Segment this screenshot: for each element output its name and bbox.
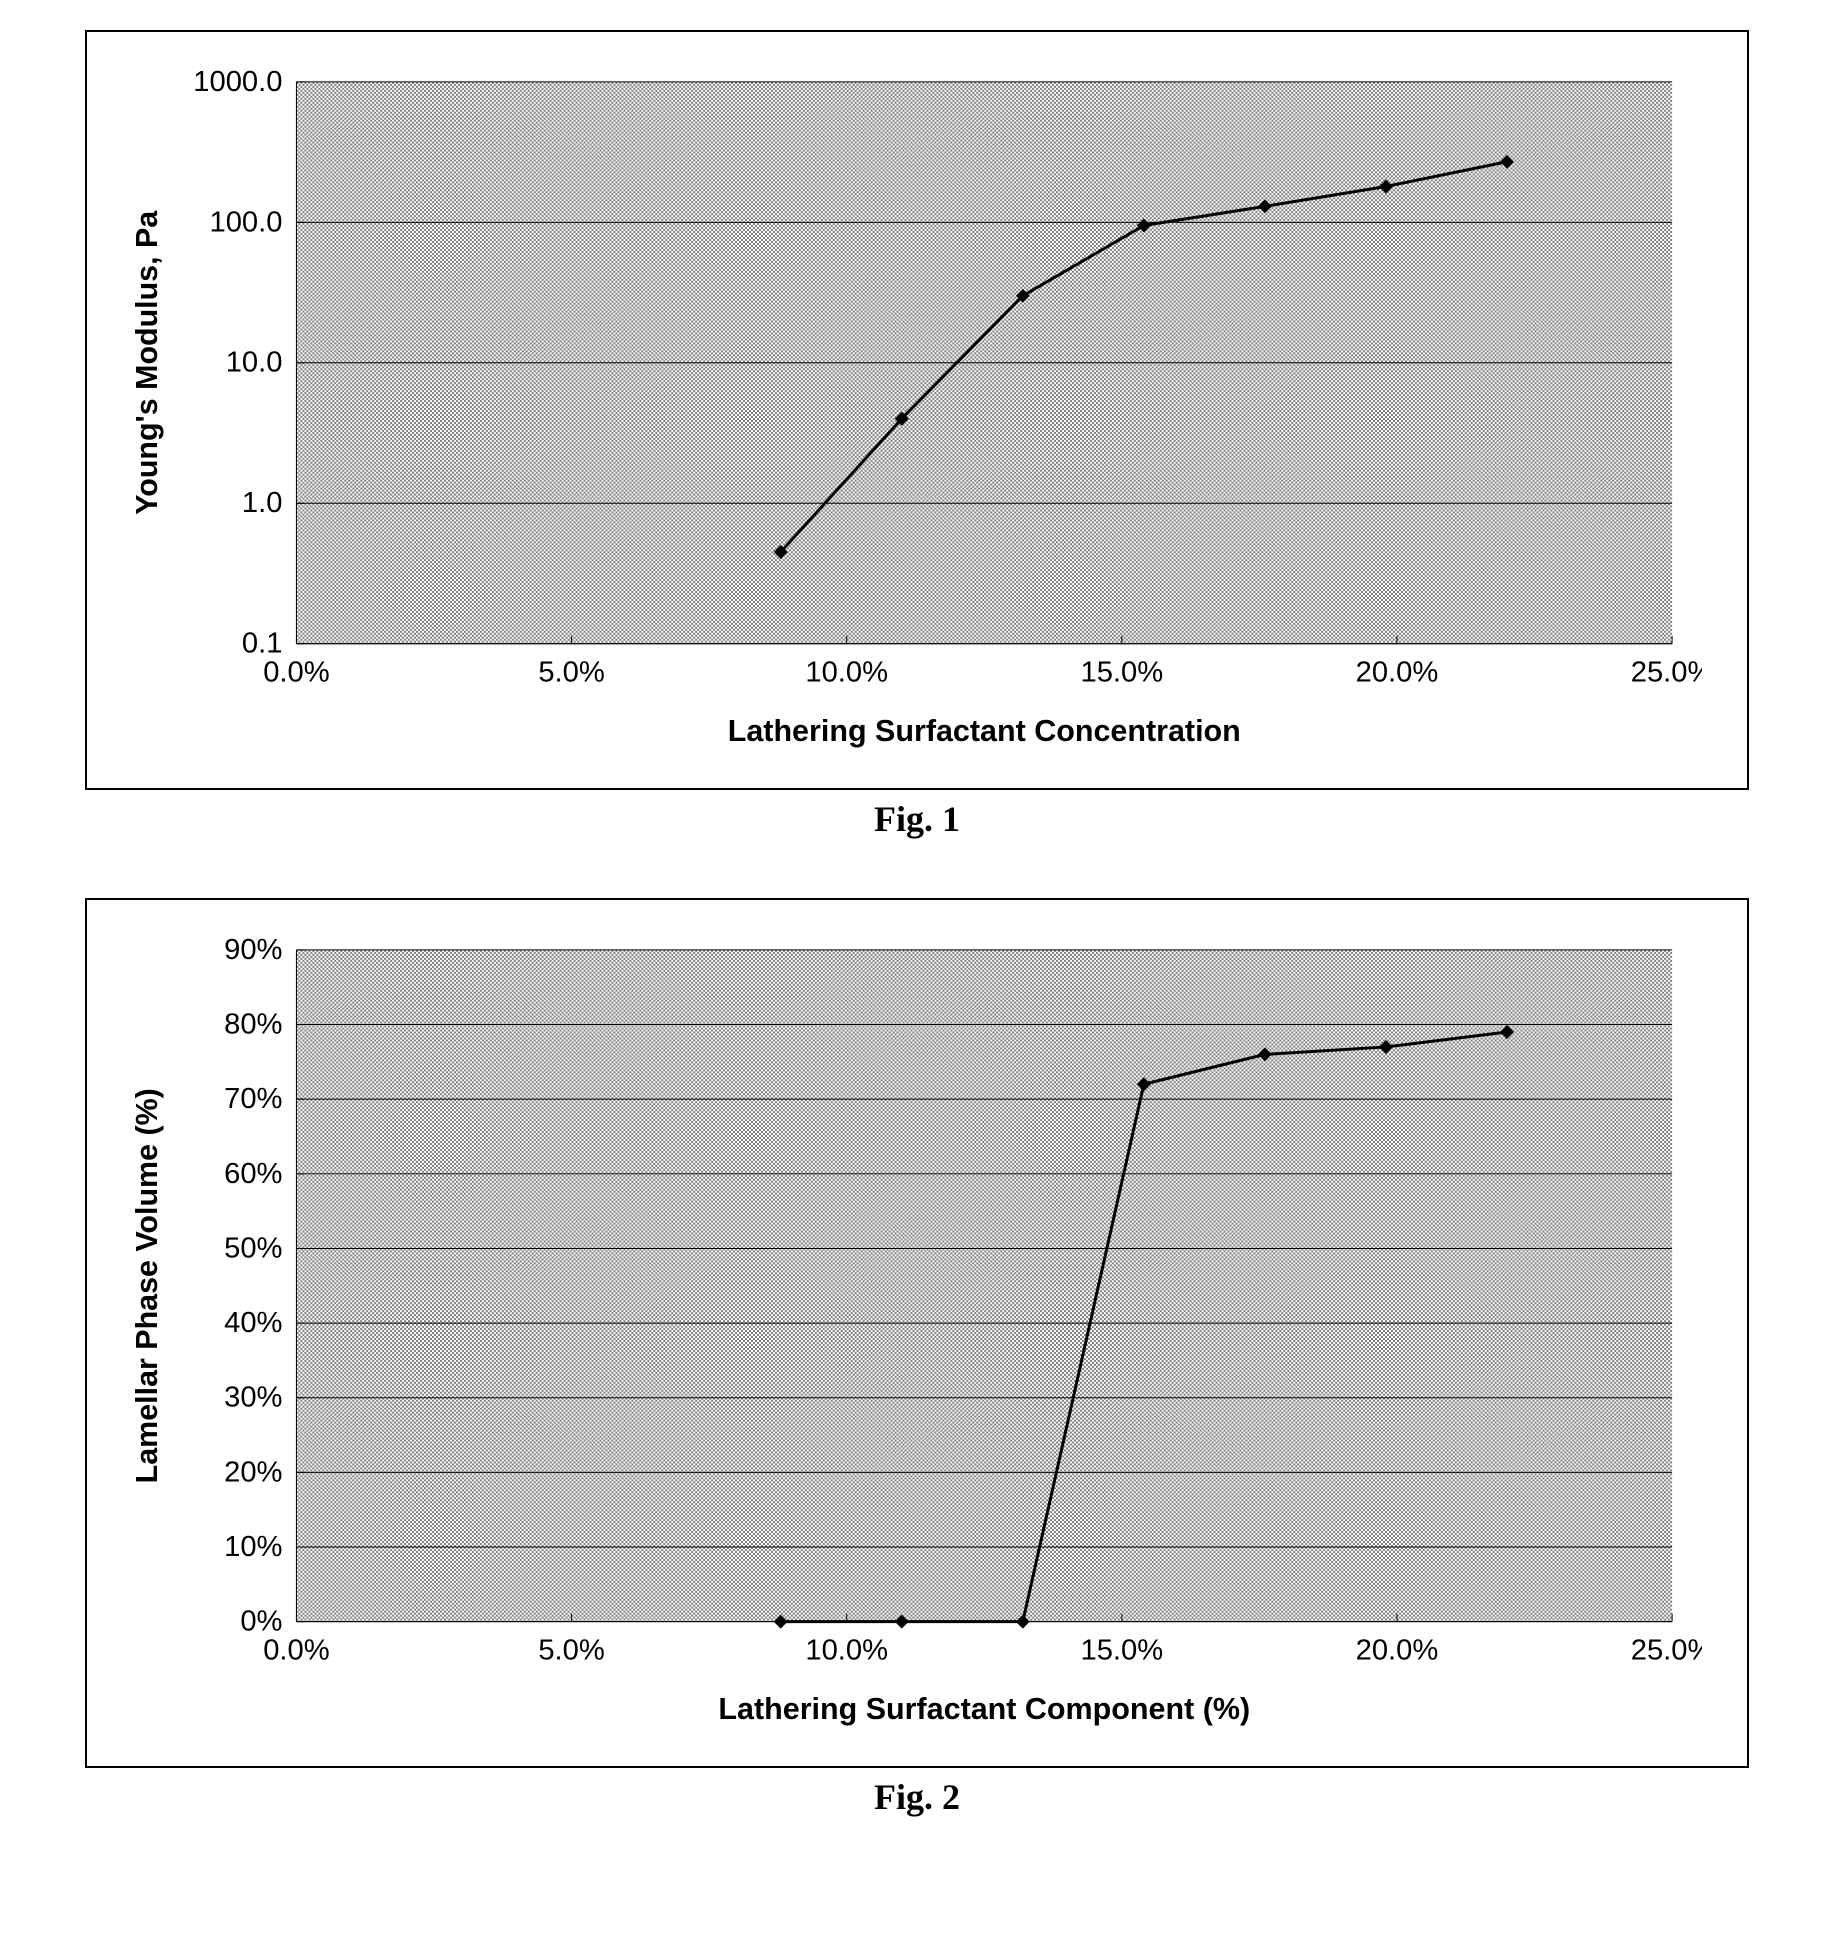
y-tick-label: 100.0	[209, 206, 282, 238]
y-axis-label: Lamellar Phase Volume (%)	[130, 1088, 164, 1483]
x-tick-label: 15.0%	[1080, 1634, 1163, 1666]
y-tick-label: 60%	[224, 1158, 282, 1190]
x-tick-label: 25.0%	[1631, 1634, 1702, 1666]
y-tick-label: 10.0	[226, 347, 283, 379]
x-tick-label: 10.0%	[805, 657, 888, 689]
y-tick-label: 80%	[224, 1009, 282, 1041]
x-tick-label: 0.0%	[263, 657, 329, 689]
y-tick-label: 10%	[224, 1531, 282, 1563]
x-tick-label: 5.0%	[538, 657, 604, 689]
y-tick-label: 20%	[224, 1456, 282, 1488]
x-axis-label: Lathering Surfactant Concentration	[728, 714, 1241, 748]
x-tick-label: 25.0%	[1631, 657, 1702, 689]
figure-1-frame: 0.0% 5.0% 10.0% 15.0% 20.0% 25.0% 0.1 1.0 10.0 10…	[85, 30, 1749, 790]
figure-1-caption: Fig. 1	[85, 798, 1749, 840]
y-tick-label: 40%	[224, 1307, 282, 1339]
y-tick-label: 1.0	[242, 487, 283, 519]
x-tick-label: 10.0%	[805, 1634, 888, 1666]
x-tick-label: 20.0%	[1356, 1634, 1439, 1666]
y-tick-label: 90%	[224, 934, 282, 966]
y-tick-label: 50%	[224, 1232, 282, 1264]
figure-2-chart: 0.0% 5.0% 10.0% 15.0% 20.0% 25.0% 0% 10% 20% 30% 4…	[117, 930, 1702, 1751]
x-tick-label: 5.0%	[538, 1634, 604, 1666]
y-axis-label: Young's Modulus, Pa	[130, 210, 164, 515]
x-axis-label: Lathering Surfactant Component (%)	[718, 1692, 1250, 1726]
y-tick-label: 0.1	[242, 628, 283, 660]
page: 0.0% 5.0% 10.0% 15.0% 20.0% 25.0% 0.1 1.0 10.0 10…	[0, 0, 1834, 1952]
figure-2-caption: Fig. 2	[85, 1776, 1749, 1818]
y-tick-label: 70%	[224, 1083, 282, 1115]
y-tick-label: 1000.0	[193, 66, 282, 98]
y-tick-label: 30%	[224, 1382, 282, 1414]
y-tick-label: 0%	[240, 1606, 282, 1638]
x-tick-label: 0.0%	[263, 1634, 329, 1666]
figure-2-frame: 0.0% 5.0% 10.0% 15.0% 20.0% 25.0% 0% 10% 20% 30% 4…	[85, 898, 1749, 1768]
figure-1-chart: 0.0% 5.0% 10.0% 15.0% 20.0% 25.0% 0.1 1.0 10.0 10…	[117, 62, 1702, 773]
x-tick-label: 15.0%	[1080, 657, 1163, 689]
x-tick-label: 20.0%	[1356, 657, 1439, 689]
